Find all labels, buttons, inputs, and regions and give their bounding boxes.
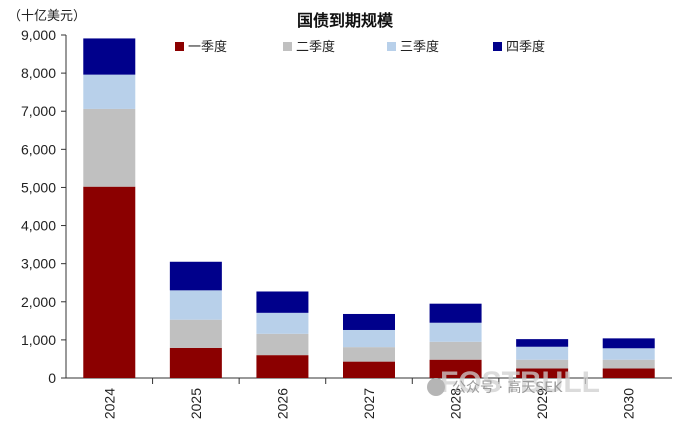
watermark-logo-text: FOSTBULL <box>440 366 600 399</box>
bar-2024-q3 <box>83 74 136 109</box>
x-tick-label: 2026 <box>274 388 290 419</box>
bar-2029-q2 <box>516 359 569 369</box>
bar-2025-q3 <box>169 290 222 320</box>
bar-2028-q2 <box>429 341 482 360</box>
bar-2024-q1 <box>83 186 136 378</box>
y-tick-label: 4,000 <box>21 218 56 234</box>
bar-2024-q4 <box>83 38 136 75</box>
legend-label-q2: 二季度 <box>296 39 335 55</box>
bar-2029-q4 <box>516 339 569 347</box>
bar-2026-q2 <box>256 333 309 356</box>
x-tick-label: 2029 <box>534 388 550 419</box>
bar-2028-q4 <box>429 303 482 323</box>
bar-2028-q1 <box>429 359 482 378</box>
bar-2024-q2 <box>83 108 136 187</box>
bar-2029-q3 <box>516 346 569 360</box>
y-tick-label: 0 <box>48 370 56 386</box>
x-tick-label: 2030 <box>621 388 637 419</box>
bar-2030-q1 <box>602 368 655 378</box>
legend-swatch-q2 <box>283 42 292 51</box>
y-axis-unit-label: （十亿美元） <box>8 9 86 24</box>
bar-2027-q4 <box>343 313 395 330</box>
bar-2030-q4 <box>602 338 655 349</box>
chart-title: 国债到期规模 <box>297 11 394 30</box>
bar-2025-q4 <box>169 261 222 291</box>
y-tick-label: 1,000 <box>21 332 56 348</box>
bar-2025-q2 <box>169 319 222 348</box>
legend-swatch-q3 <box>387 42 396 51</box>
watermark: FOSTBULL 公众号 · 高天SEK <box>427 366 600 399</box>
plot-area: 0 1,000 2,000 3,000 4,000 5,000 6,000 7,000 8,00… <box>21 27 672 419</box>
bar-2026-q1 <box>256 355 309 378</box>
y-tick-label: 3,000 <box>21 256 56 272</box>
y-tick-label: 8,000 <box>21 65 56 81</box>
bar-2027-q3 <box>343 329 395 348</box>
legend-label-q1: 一季度 <box>188 39 227 55</box>
x-tick-label: 2028 <box>448 388 464 419</box>
legend-label-q3: 三季度 <box>400 39 439 55</box>
y-tick-label: 5,000 <box>21 179 56 195</box>
legend-swatch-q4 <box>493 42 502 51</box>
y-tick-label: 6,000 <box>21 141 56 157</box>
bar-2026-q4 <box>256 291 309 313</box>
legend-swatch-q1 <box>175 42 184 51</box>
bar-2025-q1 <box>169 347 222 378</box>
bar-2030-q3 <box>602 348 655 360</box>
y-tick-label: 7,000 <box>21 103 56 119</box>
watermark-text: 公众号 · 高天SEK <box>452 379 563 396</box>
x-tick-label: 2025 <box>188 388 204 419</box>
bar-2027-q1 <box>343 361 395 378</box>
legend-label-q4: 四季度 <box>506 39 545 55</box>
y-tick-label: 2,000 <box>21 294 56 310</box>
bar-2028-q3 <box>429 322 482 342</box>
x-tick-label: 2027 <box>361 388 377 419</box>
wechat-icon <box>427 378 445 396</box>
bar-2029-q1 <box>516 368 569 378</box>
bar-2027-q2 <box>343 347 395 362</box>
legend: 一季度 二季度 三季度 四季度 <box>175 39 545 55</box>
bar-2026-q3 <box>256 312 309 334</box>
bar-2030-q2 <box>602 359 655 369</box>
y-tick-label: 9,000 <box>21 27 56 43</box>
x-tick-label: 2024 <box>101 388 117 419</box>
